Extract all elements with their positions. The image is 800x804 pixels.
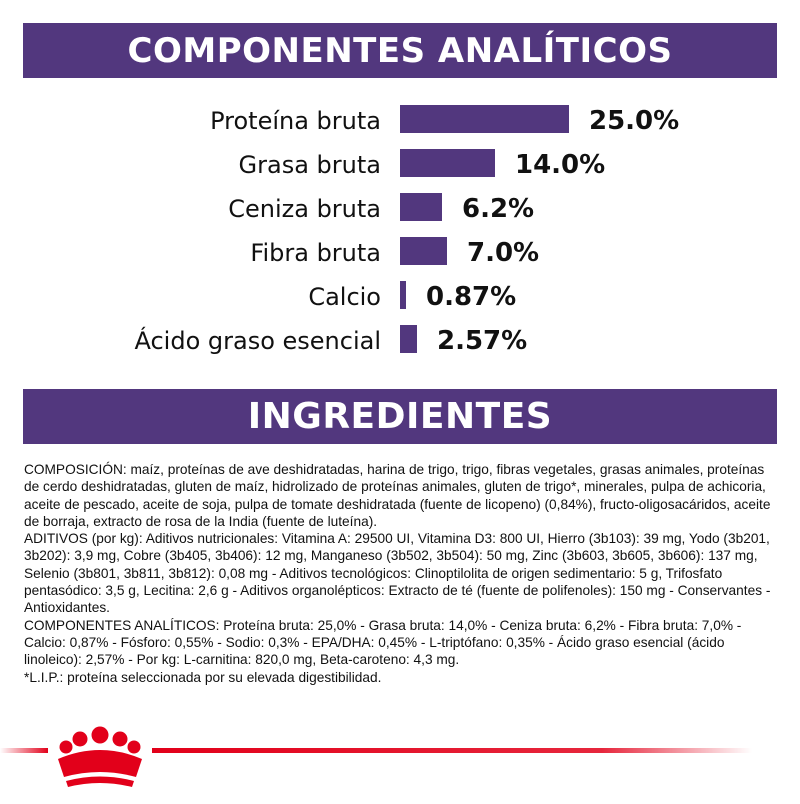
footer-decoration bbox=[0, 726, 752, 787]
bar-value-label: 25.0% bbox=[589, 106, 680, 136]
bar bbox=[400, 325, 417, 353]
ingredients-text-block: COMPOSICIÓN: maíz, proteínas de ave desh… bbox=[24, 461, 776, 686]
ingredients-banner: INGREDIENTES bbox=[23, 389, 777, 444]
bar bbox=[400, 105, 569, 133]
bar-value-label: 7.0% bbox=[467, 238, 540, 268]
bar bbox=[400, 149, 495, 177]
red-line-right bbox=[152, 748, 752, 753]
bar-value-label: 14.0% bbox=[515, 150, 606, 180]
bar-value-label: 0.87% bbox=[426, 282, 517, 312]
bar-value-label: 2.57% bbox=[437, 326, 528, 356]
bar-category-label: Calcio bbox=[308, 283, 381, 311]
ingredients-title: INGREDIENTES bbox=[247, 396, 553, 437]
analytical-components-title: COMPONENTES ANALÍTICOS bbox=[127, 30, 673, 71]
royal-crown-icon bbox=[58, 726, 142, 787]
composition-paragraph: COMPOSICIÓN: maíz, proteínas de ave desh… bbox=[24, 462, 771, 529]
analytical-components-paragraph: COMPONENTES ANALÍTICOS: Proteína bruta: … bbox=[24, 617, 742, 668]
bar bbox=[400, 281, 406, 309]
footer-brand-strip bbox=[0, 715, 800, 800]
bar-category-label: Grasa bruta bbox=[238, 151, 381, 179]
bar-category-label: Ácido graso esencial bbox=[134, 327, 381, 355]
additives-paragraph: ADITIVOS (por kg): Aditivos nutricionale… bbox=[24, 531, 771, 616]
bar-category-label: Fibra bruta bbox=[250, 239, 381, 267]
bar-category-label: Proteína bruta bbox=[210, 107, 381, 135]
bar-value-label: 6.2% bbox=[462, 194, 535, 224]
lip-footnote: *L.I.P.: proteína seleccionada por su el… bbox=[24, 669, 382, 685]
analytical-components-banner: COMPONENTES ANALÍTICOS bbox=[23, 23, 777, 78]
red-line-left bbox=[0, 748, 48, 753]
bar bbox=[400, 237, 447, 265]
bar-category-label: Ceniza bruta bbox=[228, 195, 381, 223]
bar bbox=[400, 193, 442, 221]
